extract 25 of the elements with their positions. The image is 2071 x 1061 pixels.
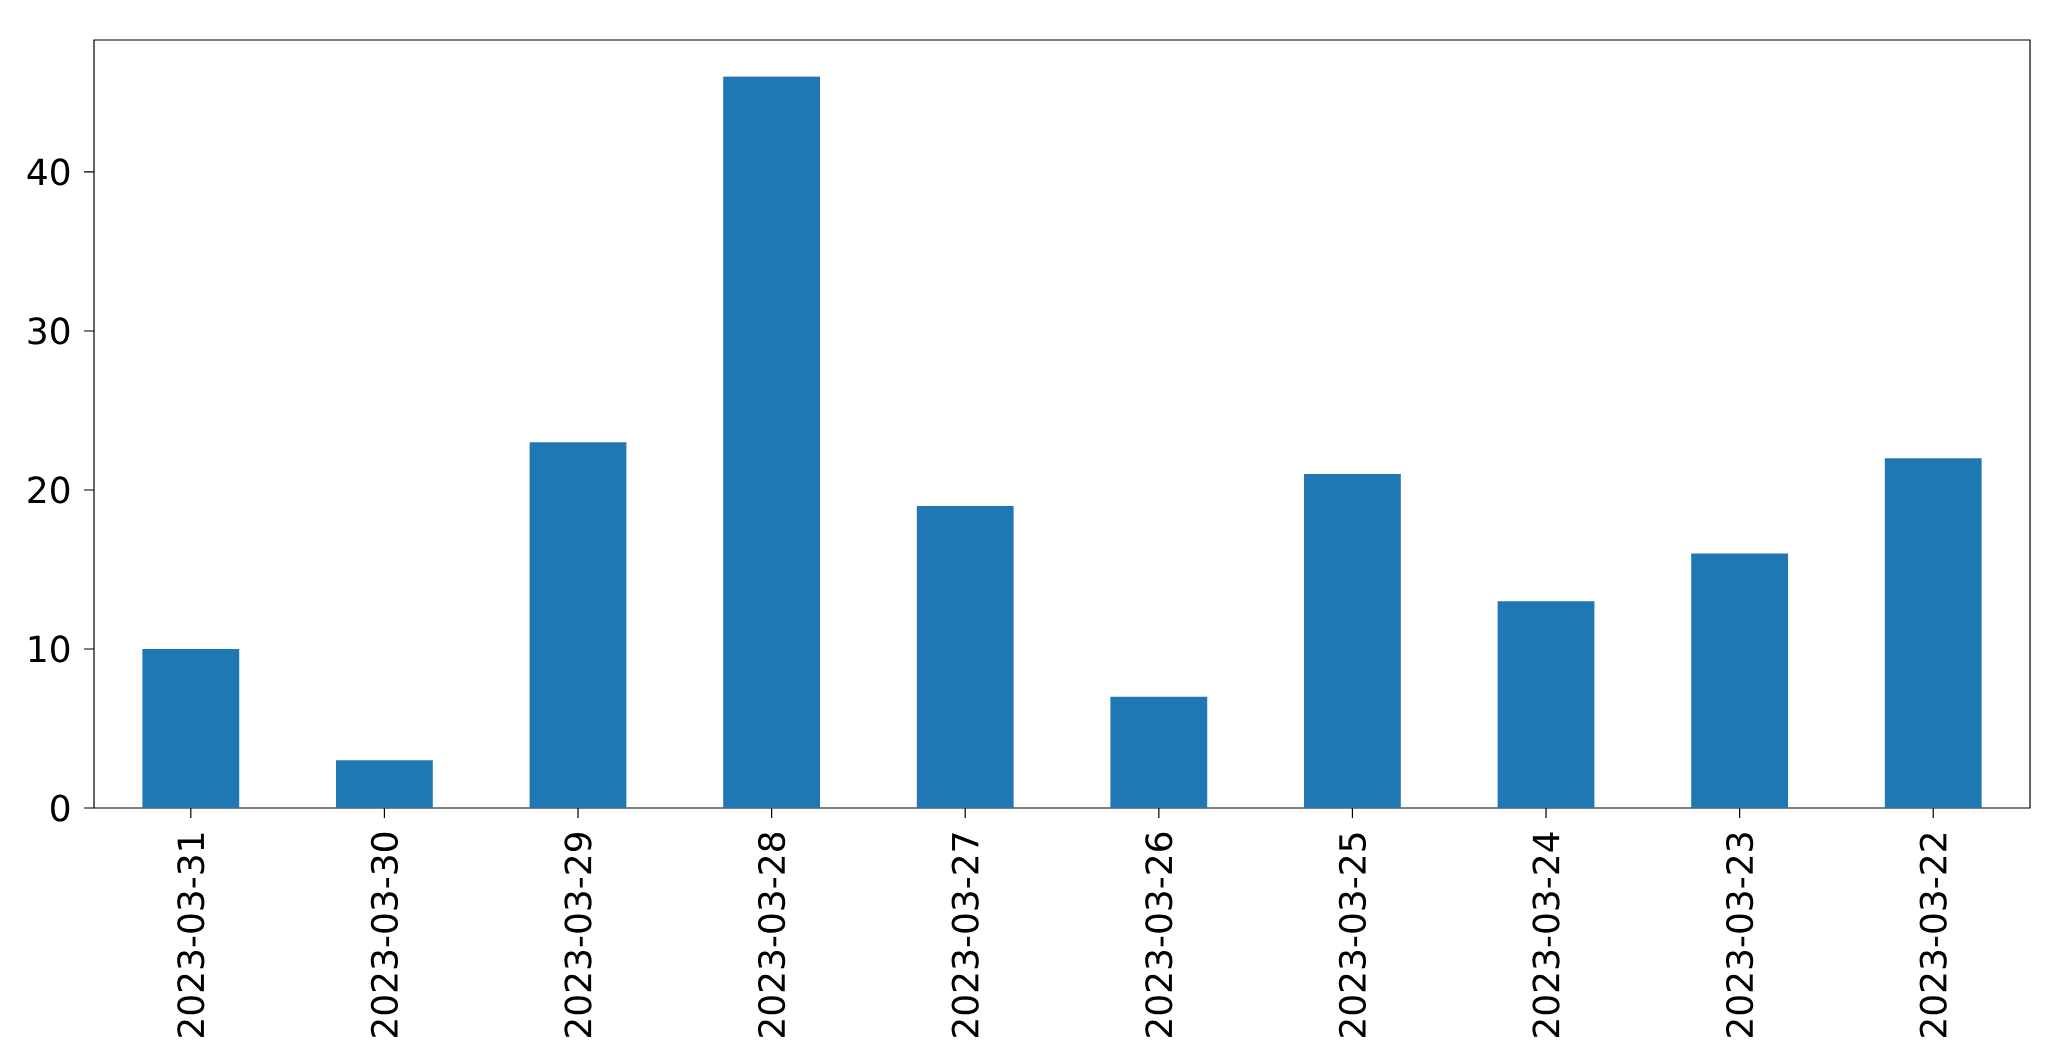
x-tick-label: 2023-03-28 (757, 832, 786, 1037)
bar (1304, 474, 1401, 808)
bar (723, 76, 821, 808)
bar (529, 442, 627, 808)
bar (336, 760, 433, 808)
y-tick-label: 20 (28, 476, 70, 504)
x-tick-label: 2023-03-22 (1919, 834, 1947, 1037)
y-tick-label: 30 (28, 317, 70, 345)
x-tick-label: 2023-03-29 (564, 832, 592, 1037)
bar (1110, 696, 1208, 808)
x-tick-label: 2023-03-25 (1338, 833, 1367, 1037)
bar (1884, 458, 1982, 808)
bar (916, 505, 1014, 808)
x-tick-label: 2023-03-30 (370, 832, 399, 1037)
x-tick-label: 2023-03-27 (951, 833, 979, 1037)
bar (1691, 553, 1789, 808)
bar (1497, 601, 1595, 808)
bar (142, 648, 240, 808)
y-tick-label: 40 (27, 158, 70, 186)
y-tick-label: 10 (29, 635, 70, 663)
x-tick-label: 2023-03-23 (1726, 833, 1754, 1037)
x-tick-label: 2023-03-31 (177, 833, 205, 1037)
x-tick-label: 2023-03-24 (1532, 832, 1560, 1037)
x-tick-label: 2023-03-26 (1145, 832, 1173, 1037)
y-tick-label: 0 (51, 794, 70, 822)
